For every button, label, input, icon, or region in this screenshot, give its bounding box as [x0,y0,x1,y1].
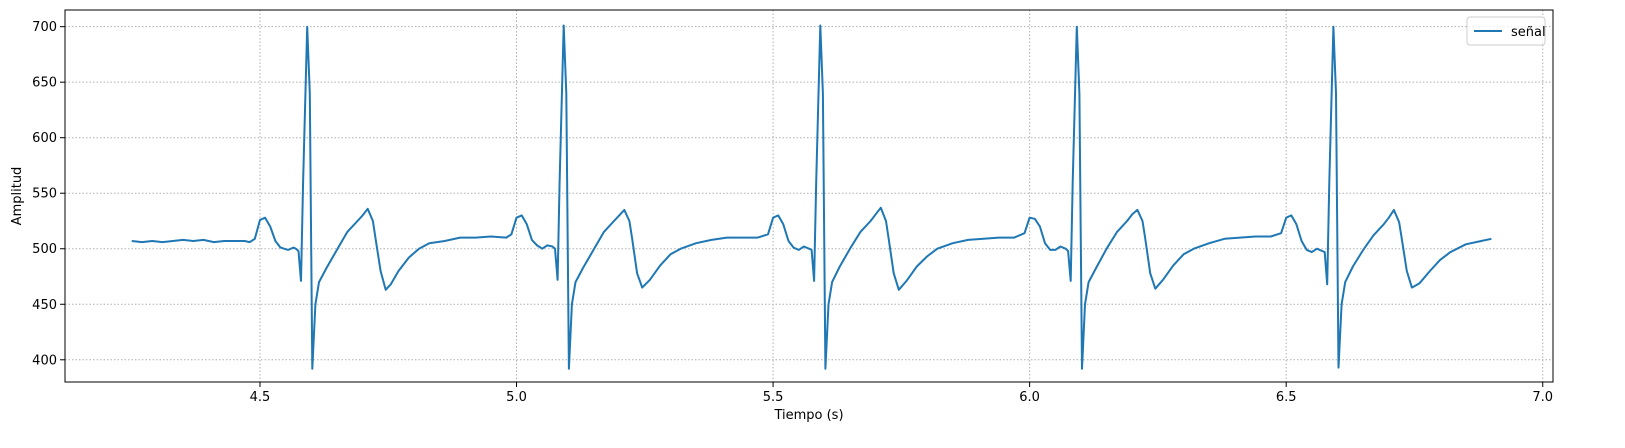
y-tick-label: 600 [32,131,57,146]
y-tick-label: 550 [32,187,57,202]
x-tick-label: 5.5 [763,390,784,405]
y-tick-label: 700 [32,20,57,35]
grid [65,10,1553,382]
legend-label: señal [1511,25,1546,40]
x-tick-label: 6.5 [1276,390,1297,405]
plot-area [131,24,1492,370]
y-axis: 400 450 500 550 600 650 700 [32,20,65,368]
x-tick-label: 4.5 [250,390,271,405]
axes-frame [64,9,1554,383]
x-axis: 4.5 5.0 5.5 6.0 6.5 7.0 [250,382,1553,405]
x-tick-label: 6.0 [1019,390,1040,405]
y-axis-label: Amplitud [10,167,25,226]
y-tick-label: 450 [32,298,57,313]
x-tick-label: 5.0 [506,390,527,405]
legend: señal [1466,16,1546,46]
legend-box [1466,16,1546,46]
y-tick-label: 400 [32,353,57,368]
x-tick-label: 7.0 [1532,390,1553,405]
x-axis-label: Tiempo (s) [773,408,843,423]
series-line-senal [131,24,1492,370]
y-tick-label: 500 [32,242,57,257]
y-tick-label: 650 [32,76,57,91]
